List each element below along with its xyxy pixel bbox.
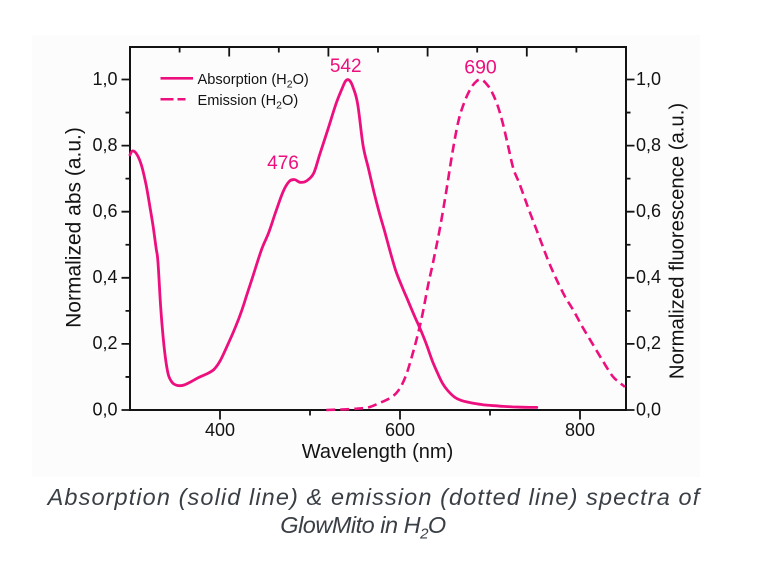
- svg-text:0,0: 0,0: [92, 399, 117, 419]
- svg-text:0,6: 0,6: [92, 201, 117, 221]
- svg-text:0,4: 0,4: [92, 267, 117, 287]
- svg-text:0,2: 0,2: [636, 333, 661, 353]
- svg-text:0,6: 0,6: [636, 201, 661, 221]
- svg-text:600: 600: [385, 420, 415, 440]
- svg-text:400: 400: [205, 420, 235, 440]
- svg-text:Absorption (H2O): Absorption (H2O): [198, 72, 309, 91]
- svg-text:Emission (H2O): Emission (H2O): [198, 93, 299, 112]
- svg-text:Wavelength (nm): Wavelength (nm): [302, 441, 454, 463]
- svg-text:0,8: 0,8: [92, 135, 117, 155]
- svg-text:0,0: 0,0: [636, 399, 661, 419]
- svg-text:476: 476: [267, 153, 299, 174]
- svg-text:Normalized abs (a.u.): Normalized abs (a.u.): [63, 127, 86, 328]
- svg-text:542: 542: [330, 56, 362, 77]
- svg-text:800: 800: [565, 420, 595, 440]
- svg-text:1,0: 1,0: [92, 69, 117, 89]
- svg-text:690: 690: [464, 57, 497, 79]
- svg-text:0,4: 0,4: [636, 267, 661, 287]
- svg-text:0,8: 0,8: [636, 135, 661, 155]
- svg-text:0,2: 0,2: [92, 333, 117, 353]
- svg-text:1,0: 1,0: [636, 69, 661, 89]
- svg-text:Normalized fluorescence (a.u.): Normalized fluorescence (a.u.): [667, 103, 689, 379]
